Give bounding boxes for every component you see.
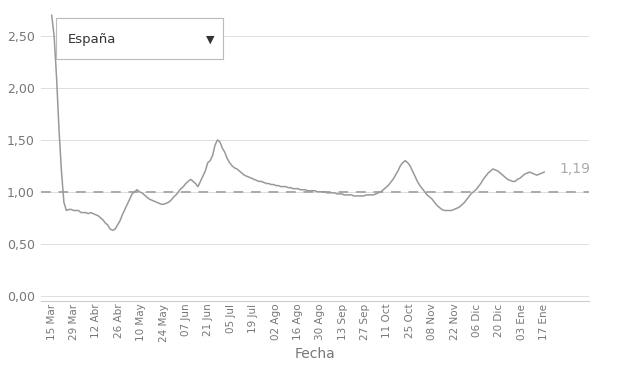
Text: 1,19: 1,19 — [560, 162, 591, 176]
Text: España: España — [68, 33, 116, 46]
Text: ▼: ▼ — [206, 35, 214, 45]
X-axis label: Fecha: Fecha — [294, 347, 335, 361]
